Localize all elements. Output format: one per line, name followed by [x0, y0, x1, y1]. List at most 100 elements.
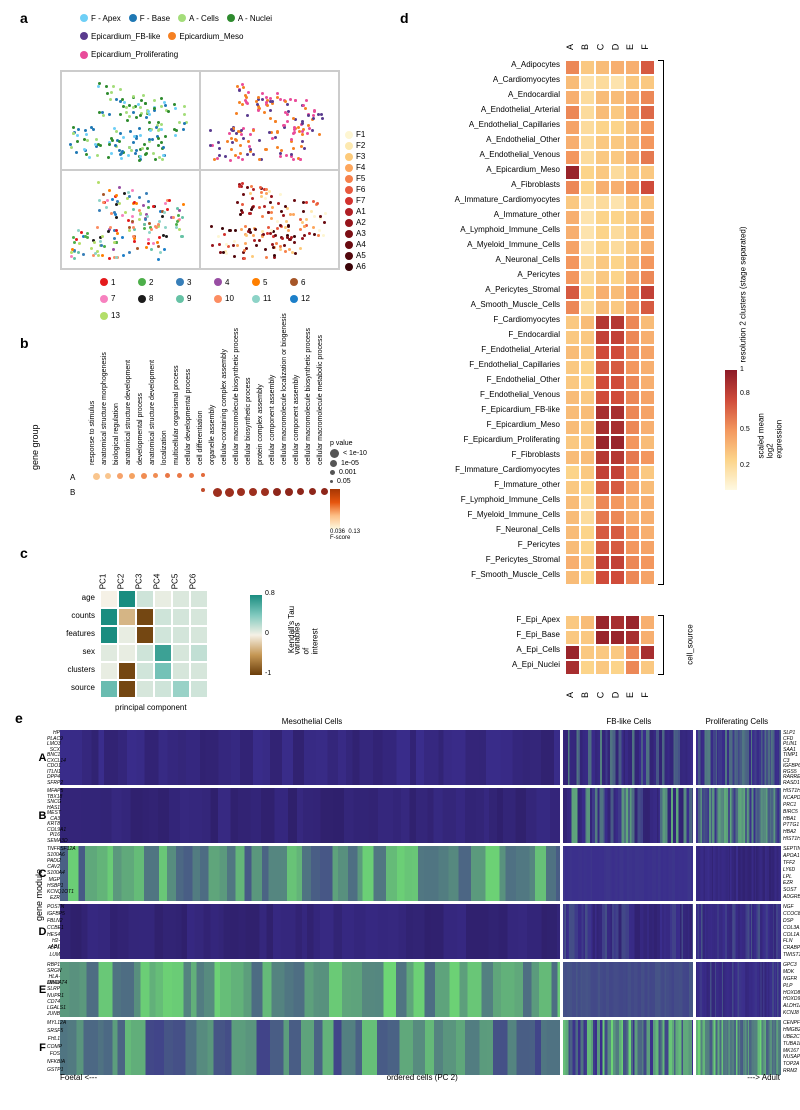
heatmap-cell — [580, 615, 595, 630]
scatter-point — [150, 228, 153, 231]
gene-label: CD74 — [47, 999, 60, 1005]
scatter-point — [98, 209, 101, 212]
scatter-point — [116, 232, 119, 235]
heatmap-cell — [595, 555, 610, 570]
scatter-point — [229, 159, 232, 162]
scatter-point — [235, 132, 238, 135]
scatter-point — [139, 155, 142, 158]
scatter-point — [177, 214, 180, 217]
scatter-point — [304, 107, 307, 110]
legend-item: 9 — [176, 292, 206, 307]
heatmap-cell — [640, 525, 655, 540]
heatmap-cell — [595, 630, 610, 645]
scatter-point — [130, 149, 133, 152]
scatter-point — [156, 241, 159, 244]
scatter-point — [303, 225, 306, 228]
heatmap-cell — [136, 626, 154, 644]
scatter-point — [153, 107, 156, 110]
scatter-point — [151, 138, 154, 141]
legend-item: F7 — [345, 196, 387, 205]
heatmap-cell — [625, 435, 640, 450]
pd-col-label: B — [580, 44, 590, 50]
scatter-point — [103, 245, 106, 248]
gene-label: S100A6 — [47, 852, 60, 858]
heatmap-cell — [565, 90, 580, 105]
scatter-point — [109, 226, 112, 229]
heatmap-cell — [580, 435, 595, 450]
scatter-point — [126, 119, 129, 122]
scatter-point — [210, 225, 213, 228]
heatmap-cell — [625, 345, 640, 360]
go-term: biological regulation — [113, 403, 120, 465]
go-term: cellular macromolecule biosynthetic proc… — [233, 328, 240, 465]
pc-row-label: source — [50, 683, 95, 692]
legend-item: A1 — [345, 207, 387, 216]
heatmap-cell — [625, 60, 640, 75]
heatmap-cell — [580, 180, 595, 195]
scatter-point — [251, 255, 254, 258]
scatter-point — [143, 143, 146, 146]
heatmap-cell — [595, 540, 610, 555]
scatter-point — [318, 229, 321, 232]
scatter-point — [231, 141, 234, 144]
scatter-point — [120, 157, 123, 160]
pd-row-label: F_Myeloid_Immune_Cells — [400, 510, 560, 519]
heatmap-cell — [625, 525, 640, 540]
scatter-point — [157, 245, 160, 248]
scatter-point — [153, 99, 156, 102]
scatter-point — [98, 199, 101, 202]
scatter-point — [225, 252, 228, 255]
heatmap-cell — [640, 255, 655, 270]
heatmap-cell — [625, 615, 640, 630]
go-term: developmental process — [137, 393, 144, 465]
scatter-point — [289, 213, 292, 216]
legend-item: F3 — [345, 152, 387, 161]
gene-label: HIST1H4C — [783, 836, 800, 842]
heatmap-cell — [625, 645, 640, 660]
heatmap-cell — [610, 540, 625, 555]
scatter-point — [269, 232, 272, 235]
go-term: organelle assembly — [209, 405, 216, 465]
heatmap-cell — [610, 420, 625, 435]
dot — [225, 488, 234, 497]
gene-label: HBA1 — [783, 816, 796, 822]
heatmap-cell — [610, 480, 625, 495]
expression-track — [696, 846, 781, 901]
scatter-point — [147, 238, 150, 241]
scatter-point — [163, 248, 166, 251]
heatmap-cell — [118, 608, 136, 626]
pd-row-label: A_Endothelial_Other — [400, 135, 560, 144]
scatter-point — [139, 106, 142, 109]
pc-row-label: counts — [50, 611, 95, 620]
scatter-point — [271, 100, 274, 103]
scatter-point — [132, 235, 135, 238]
gene-label: CCOC80 — [783, 911, 800, 917]
heatmap-cell — [625, 660, 640, 675]
heatmap-cell — [595, 60, 610, 75]
heatmap-cell — [610, 360, 625, 375]
scatter-point — [102, 201, 105, 204]
scatter-point — [256, 103, 259, 106]
gene-label: PRC1 — [783, 802, 796, 808]
scatter-point — [182, 128, 185, 131]
heatmap-cell — [625, 225, 640, 240]
scatter-point — [230, 128, 233, 131]
gene-label: BIRC5 — [783, 809, 798, 815]
pd-row-label: F_Endothelial_Other — [400, 375, 560, 384]
scatter-point — [322, 234, 325, 237]
heatmap-cell — [610, 495, 625, 510]
dot — [273, 488, 281, 496]
heatmap-cell — [640, 120, 655, 135]
heatmap-cell — [580, 195, 595, 210]
scatter-point — [292, 117, 295, 120]
scatter-point — [287, 229, 290, 232]
heatmap-cell — [580, 300, 595, 315]
gene-label: JUNB — [47, 1011, 60, 1017]
heatmap-cell — [154, 626, 172, 644]
heatmap-cell — [595, 525, 610, 540]
scatter-point — [249, 231, 252, 234]
legend-item: A3 — [345, 229, 387, 238]
heatmap-cell — [565, 120, 580, 135]
heatmap-cell — [610, 195, 625, 210]
pc-col-label: PC1 — [98, 574, 107, 590]
